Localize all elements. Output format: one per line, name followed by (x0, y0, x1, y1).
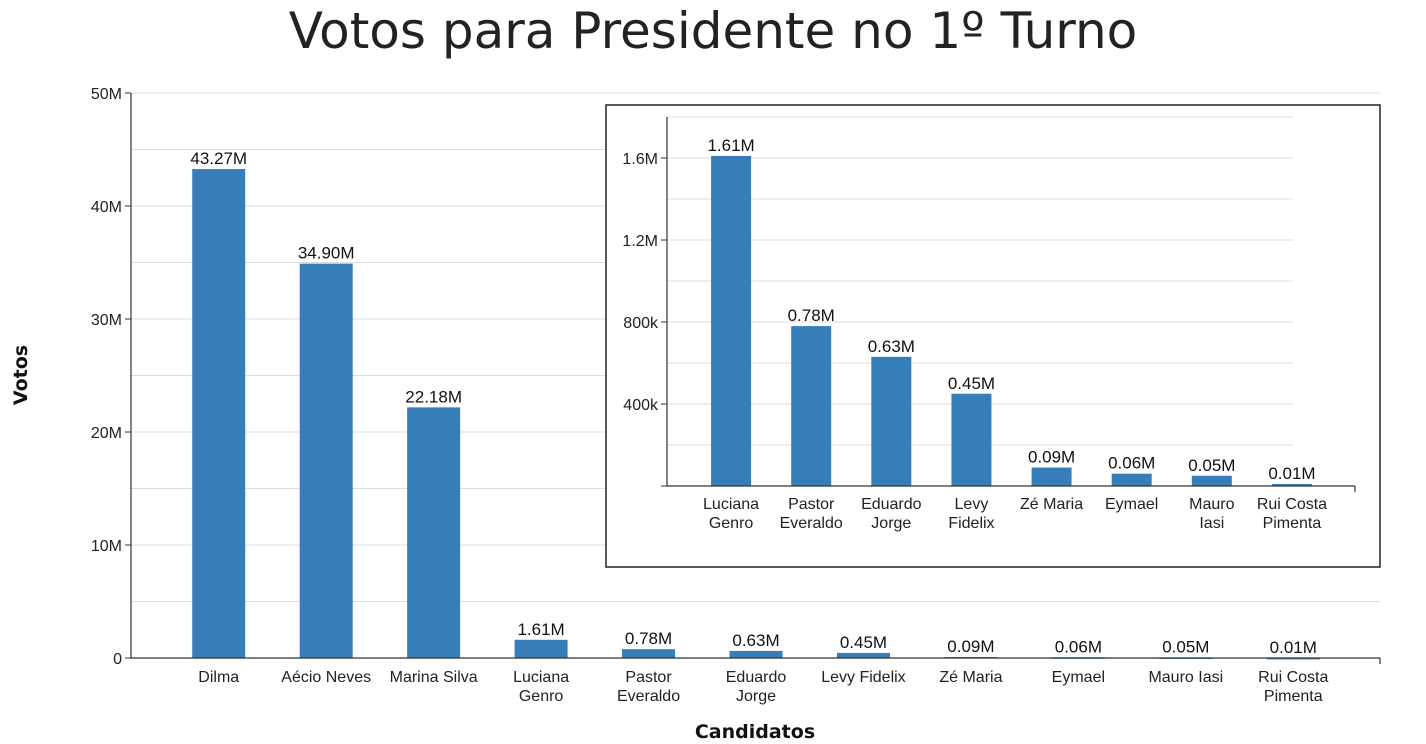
main-bars: 43.27M 34.90M 22.18M 1.61M 0.78M 0.63M 0.45M 0.… (190, 149, 1320, 660)
main-axes: Dilma Aécio Neves Marina Silva Luciana Genro… (91, 86, 1381, 705)
inset-bar (1031, 467, 1072, 486)
main-x-tick-label: Jorge (736, 688, 776, 705)
x-axis-title: Candidatos (695, 721, 815, 743)
main-x-tick-label: Pastor (625, 669, 672, 686)
main-x-tick-label: Eduardo (726, 669, 787, 686)
main-x-tick-label: Rui Costa (1258, 669, 1328, 686)
main-value-label: 0.05M (1162, 637, 1209, 656)
inset-x-tick-label: Genro (709, 515, 754, 532)
main-x-tick-label: Marina Silva (390, 669, 478, 686)
inset-value-label: 0.09M (1028, 448, 1075, 467)
main-x-tick-label: Levy Fidelix (821, 669, 905, 686)
inset-bar (1271, 483, 1312, 486)
inset-value-label: 0.45M (948, 374, 995, 393)
main-value-label: 0.45M (840, 633, 887, 652)
inset-bar (711, 155, 752, 486)
main-bar (1266, 657, 1320, 660)
inset-x-tick-label: Jorge (871, 515, 911, 532)
main-y-tick-label: 20M (91, 425, 122, 442)
main-value-label: 22.18M (405, 387, 462, 406)
main-bar (192, 169, 246, 658)
main-bar (729, 650, 783, 658)
inset-x-tick-label: Mauro (1189, 496, 1234, 513)
y-axis-title: Votos (10, 345, 32, 405)
inset-x-tick-label: Zé Maria (1020, 496, 1083, 513)
inset-bar (1111, 473, 1152, 486)
main-value-label: 34.90M (298, 244, 355, 263)
inset-x-tick-label: Levy (955, 496, 989, 513)
inset-y-tick-label: 800k (623, 315, 659, 332)
main-value-label: 0.78M (625, 629, 672, 648)
inset-bar (791, 326, 832, 486)
inset-value-label: 0.06M (1108, 454, 1155, 473)
inset-x-tick-label: Iasi (1199, 515, 1224, 532)
main-y-tick-label: 50M (91, 86, 122, 103)
inset-axes: Luciana Genro Pastor Everaldo Eduardo Jorge Le… (622, 117, 1356, 532)
main-x-tick-label: Genro (519, 688, 564, 705)
inset-y-tick-label: 1.2M (622, 233, 658, 250)
inset-x-tick-label: Rui Costa (1257, 496, 1327, 513)
inset-x-tick-label: Fidelix (948, 515, 994, 532)
inset-x-tick-label: Eduardo (861, 496, 922, 513)
inset-bar (871, 356, 912, 486)
main-bar (299, 263, 353, 658)
inset-x-tick-label: Pastor (788, 496, 835, 513)
chart-title: Votos para Presidente no 1º Turno (288, 2, 1138, 60)
inset-value-label: 1.61M (707, 136, 754, 155)
main-x-tick-label: Dilma (198, 669, 239, 686)
main-x-tick-label: Everaldo (617, 688, 680, 705)
main-x-tick-label: Eymael (1052, 669, 1105, 686)
main-value-label: 0.01M (1270, 638, 1317, 657)
inset-value-label: 0.01M (1268, 464, 1315, 483)
main-value-label: 1.61M (517, 620, 564, 639)
inset-x-tick-label: Eymael (1105, 496, 1158, 513)
main-bar (407, 407, 461, 658)
main-y-tick-label: 30M (91, 312, 122, 329)
main-value-label: 0.06M (1055, 637, 1102, 656)
main-bar (514, 639, 568, 658)
main-value-label: 0.09M (947, 637, 994, 656)
inset-bars: 1.61M 0.78M 0.63M 0.45M 0.09M 0.06M 0.05M 0.01M (707, 136, 1316, 486)
main-value-label: 0.63M (732, 631, 779, 650)
main-x-tick-label: Aécio Neves (281, 669, 371, 686)
main-x-tick-label: Pimenta (1264, 688, 1323, 705)
inset-bar (1191, 475, 1232, 486)
main-bar (622, 649, 676, 658)
inset-y-tick-label: 400k (623, 397, 659, 414)
main-x-tick-label: Mauro Iasi (1148, 669, 1223, 686)
main-value-label: 43.27M (190, 149, 247, 168)
main-y-tick-label: 40M (91, 199, 122, 216)
inset-value-label: 0.05M (1188, 456, 1235, 475)
inset-value-label: 0.63M (868, 337, 915, 356)
inset-bar (951, 393, 992, 486)
inset-value-label: 0.78M (788, 306, 835, 325)
main-y-tick-label: 0 (113, 651, 122, 668)
inset-x-tick-label: Luciana (703, 496, 759, 513)
main-x-tick-label: Zé Maria (939, 669, 1002, 686)
inset-y-tick-label: 1.6M (622, 151, 658, 168)
main-y-tick-label: 10M (91, 538, 122, 555)
inset-x-tick-label: Everaldo (780, 515, 843, 532)
main-bar (836, 652, 890, 658)
main-x-tick-label: Luciana (513, 669, 569, 686)
inset-chart: 1.61M 0.78M 0.63M 0.45M 0.09M 0.06M 0.05M 0.01M… (605, 104, 1381, 568)
inset-x-tick-label: Pimenta (1263, 515, 1322, 532)
